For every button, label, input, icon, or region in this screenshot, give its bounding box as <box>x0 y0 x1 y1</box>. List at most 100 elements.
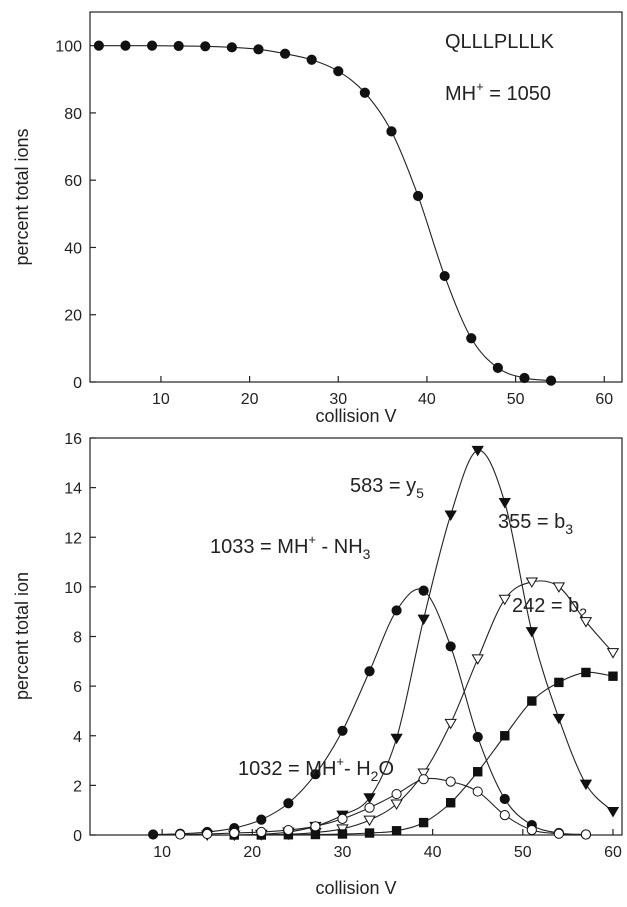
bottom-series-2-point <box>444 718 457 730</box>
bottom-series-3-line <box>234 671 614 836</box>
h2o-loss-annotation: 1032 = MH+- H2O <box>238 754 394 784</box>
bottom-series-3-point <box>581 667 591 678</box>
bottom-series-4-point <box>256 826 267 838</box>
bottom-series-1-point <box>525 627 539 638</box>
top-x-axis-label: collision V <box>315 406 396 426</box>
top-series-0-point <box>173 40 184 52</box>
bottom-series-2-point <box>552 582 566 593</box>
top-y-axis-label: percent total ions <box>12 128 32 265</box>
top-series-0-point <box>146 40 158 51</box>
top-y-tick-label: 40 <box>64 240 82 257</box>
top-x-tick-label: 40 <box>418 391 436 408</box>
bottom-series-0-point <box>391 605 402 616</box>
top-plot-frame <box>89 11 623 383</box>
bottom-series-0-point <box>337 725 348 736</box>
bottom-series-2-point <box>606 648 620 659</box>
bottom-series-4-point <box>445 776 456 787</box>
bottom-chart: 10 20 30 40 50 60 0 2 4 6 8 10 12 14 16 collision V pe… <box>12 431 623 898</box>
bottom-series-1-point <box>579 779 593 791</box>
top-series-0-point <box>386 126 397 137</box>
bottom-series-4-point <box>553 828 564 839</box>
bottom-series-4-point <box>364 802 375 813</box>
bottom-series-3-point <box>608 671 618 681</box>
bottom-series-1-point <box>363 793 376 804</box>
top-x-tick-label: 60 <box>595 391 613 408</box>
top-series-0-point <box>253 44 264 55</box>
bottom-series-3-point <box>364 828 375 838</box>
top-series-0-point <box>492 362 503 373</box>
bottom-series-3-point <box>391 826 402 836</box>
bottom-series-4-point <box>472 786 483 797</box>
top-series-0-point <box>120 40 131 51</box>
bottom-series-2-point <box>417 768 430 779</box>
bottom-x-tick-label: 40 <box>424 844 442 861</box>
top-x-tick-label: 50 <box>507 391 525 408</box>
bottom-series-4-point <box>283 824 294 836</box>
top-y-tick-label: 80 <box>64 106 82 123</box>
top-series-0-point <box>306 54 317 65</box>
top-series-0-point <box>333 66 344 77</box>
bottom-series-0-point <box>418 585 429 596</box>
bottom-series-3-point <box>500 731 510 741</box>
bottom-series-1-point <box>390 733 403 745</box>
bottom-series-4-point <box>580 829 592 840</box>
bottom-series-4-point <box>202 828 213 840</box>
bottom-series-2-point <box>525 577 539 588</box>
bottom-series-3-point <box>418 817 429 828</box>
bottom-series-2-point <box>579 617 593 628</box>
bottom-series-0-point <box>472 731 483 743</box>
mass-annotation-rest: = 1050 <box>484 83 551 105</box>
bottom-x-tick-label: 50 <box>514 844 532 861</box>
top-chart: 10 20 30 40 50 60 0 20 40 60 80 100 collision V per… <box>12 11 623 426</box>
bottom-series-0-point <box>499 793 510 805</box>
top-series-0-point <box>226 42 237 53</box>
bottom-y-tick-label: 8 <box>73 630 82 647</box>
y5-annotation: 583 = y5 <box>350 475 424 501</box>
bottom-series-1-point <box>417 614 430 626</box>
bottom-series-2-point <box>363 815 376 827</box>
bottom-series-1-point <box>498 498 511 509</box>
bottom-y-tick-label: 10 <box>64 580 82 597</box>
top-series-0-point <box>545 375 557 386</box>
bottom-series-3-point <box>445 798 456 808</box>
b3-annotation: 355 = b3 <box>498 511 573 537</box>
bottom-x-tick-label: 60 <box>604 844 622 861</box>
bottom-series-4-point <box>526 824 537 836</box>
bottom-series-0-point <box>148 829 159 840</box>
nh3-loss-annotation: 1033 = MH+ - NH3 <box>210 532 371 562</box>
bottom-series-3-point <box>337 829 348 839</box>
bottom-series-3-point <box>473 767 483 777</box>
top-series-0-point <box>93 40 104 51</box>
bottom-series-4-point <box>418 774 429 785</box>
bottom-series-2-point <box>390 799 403 811</box>
bottom-series-0-point <box>283 798 294 809</box>
bottom-y-tick-label: 14 <box>64 481 82 498</box>
top-x-tick-label: 10 <box>152 391 170 408</box>
top-series-0-point <box>359 87 370 98</box>
bottom-series-3-point <box>527 696 537 706</box>
top-series-0-point <box>466 333 477 344</box>
bottom-series-3-point <box>554 677 564 688</box>
bottom-y-tick-label: 2 <box>73 778 82 795</box>
top-x-tick-label: 30 <box>329 391 347 408</box>
bottom-series-1-point <box>471 445 484 457</box>
bottom-x-tick-label: 20 <box>243 844 261 861</box>
bottom-series-0-point <box>364 666 375 677</box>
bottom-x-tick-label: 30 <box>334 844 352 861</box>
bottom-series-0-point <box>445 641 456 652</box>
bottom-series-4-point <box>175 829 186 840</box>
bottom-series-1-point <box>606 806 620 818</box>
bottom-points <box>148 445 620 842</box>
top-series-0-point <box>519 372 530 384</box>
top-series-0-point <box>200 41 211 52</box>
b2-annotation: 242 = b2 <box>512 595 587 621</box>
top-y-tick-label: 60 <box>64 173 82 190</box>
top-y-tick-label: 100 <box>55 39 82 56</box>
top-series-0-point <box>439 270 450 282</box>
top-y-tick-label: 20 <box>64 308 82 325</box>
bottom-series-4-point <box>337 813 348 824</box>
bottom-series-1-point <box>444 510 457 521</box>
bottom-series-4-point <box>391 788 402 800</box>
mass-annotation-sup: + <box>476 79 484 94</box>
